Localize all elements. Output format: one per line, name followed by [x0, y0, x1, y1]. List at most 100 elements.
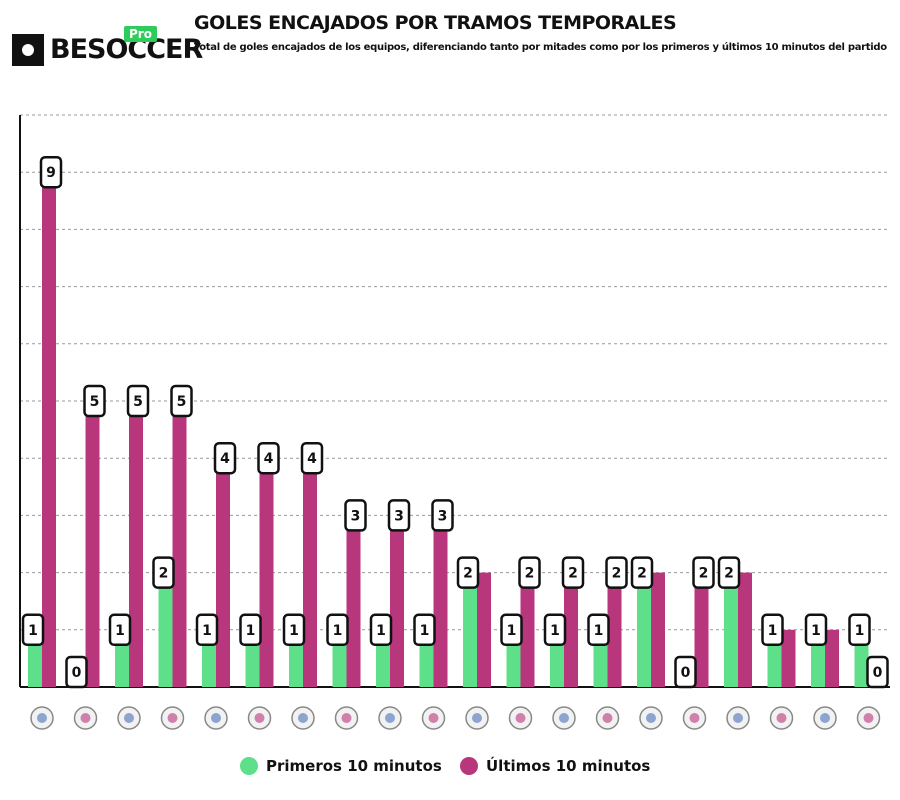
legend-label-ultimos: Últimos 10 minutos: [486, 757, 651, 775]
data-label-primeros-box: [326, 613, 349, 647]
data-label-primeros-box: [282, 613, 306, 647]
bar-ultimos: [390, 515, 404, 687]
data-label-primeros: 1: [507, 623, 517, 639]
data-label-ultimos: 5: [177, 394, 187, 410]
data-label-primeros: 1: [855, 623, 865, 639]
team-crest-center-icon: [341, 713, 352, 723]
data-label-primeros-box: [152, 556, 175, 589]
team-crest-center-icon: [733, 713, 743, 723]
team-crest-center-icon: [472, 713, 482, 723]
data-label-primeros-box: [195, 613, 219, 647]
team-crest-center-icon: [515, 713, 526, 723]
data-label-ultimos: 0: [873, 665, 883, 681]
bar-ultimos: [694, 572, 709, 687]
data-label-primeros: 1: [420, 623, 430, 639]
data-label-primeros-box: [65, 655, 88, 689]
data-label-primeros: 2: [724, 566, 734, 582]
bar-primeros: [724, 572, 738, 687]
legend-item-ultimos: Últimos 10 minutos: [460, 757, 650, 775]
team-crest-center-icon: [385, 713, 395, 723]
data-label-ultimos: 3: [394, 508, 404, 524]
data-label-ultimos: 2: [612, 566, 622, 582]
bar-ultimos: [172, 401, 187, 687]
data-label-primeros-box: [717, 556, 741, 589]
data-label-primeros: 1: [28, 623, 38, 639]
data-label-ultimos-box: [561, 556, 585, 589]
data-label-primeros: 1: [115, 623, 125, 639]
data-label-ultimos-box: [170, 384, 193, 418]
data-label-ultimos-box: [213, 441, 237, 475]
data-label-ultimos: 3: [351, 508, 361, 524]
data-label-primeros-box: [108, 613, 132, 647]
data-label-primeros-box: [848, 613, 871, 647]
bar-ultimos: [303, 458, 317, 687]
data-label-primeros-box: [239, 613, 262, 647]
data-label-ultimos: 9: [46, 165, 56, 181]
data-label-primeros: 2: [637, 566, 647, 582]
team-crest-center-icon: [559, 713, 569, 723]
data-label-primeros: 1: [333, 623, 343, 639]
bar-ultimos: [651, 572, 665, 687]
data-label-primeros-box: [804, 613, 828, 647]
team-crest-center-icon: [689, 713, 700, 723]
data-label-primeros-box: [587, 613, 610, 647]
team-crest-center-icon: [298, 713, 308, 723]
data-label-ultimos-box: [83, 384, 106, 418]
bar-ultimos: [216, 458, 230, 687]
bar-primeros: [637, 572, 651, 687]
data-label-primeros: 1: [768, 623, 778, 639]
team-crest-center-icon: [863, 713, 874, 723]
chart-subtitle: Total de goles encajados de los equipos,…: [194, 42, 887, 53]
data-label-primeros: 0: [72, 665, 82, 681]
data-label-primeros: 1: [202, 623, 212, 639]
data-label-ultimos-box: [518, 556, 541, 589]
legend-item-primeros: Primeros 10 minutos: [240, 757, 442, 775]
data-label-ultimos: 2: [568, 566, 578, 582]
data-label-ultimos: 3: [438, 508, 448, 524]
data-label-primeros-box: [369, 613, 393, 647]
team-crest-center-icon: [428, 713, 439, 723]
data-label-ultimos-box: [692, 556, 715, 589]
team-crest-center-icon: [646, 713, 656, 723]
bar-ultimos: [520, 572, 535, 687]
data-label-ultimos-box: [300, 441, 324, 475]
team-crest-center-icon: [167, 713, 178, 723]
bar-ultimos: [129, 401, 143, 687]
bar-ultimos: [477, 572, 491, 687]
data-label-primeros: 1: [376, 623, 386, 639]
data-label-primeros: 1: [246, 623, 256, 639]
legend-label-primeros: Primeros 10 minutos: [266, 757, 442, 775]
data-label-ultimos: 4: [220, 451, 230, 467]
bar-ultimos: [607, 572, 622, 687]
data-label-ultimos: 5: [133, 394, 143, 410]
data-label-ultimos-box: [431, 499, 454, 532]
data-label-primeros: 0: [681, 665, 691, 681]
data-label-ultimos-box: [605, 556, 628, 589]
team-crest-center-icon: [820, 713, 830, 723]
data-label-primeros-box: [543, 613, 567, 647]
data-label-primeros-box: [413, 613, 436, 647]
bar-ultimos: [781, 629, 796, 687]
data-label-primeros: 2: [463, 566, 473, 582]
data-label-primeros: 2: [159, 566, 169, 582]
chart-title: GOLES ENCAJADOS POR TRAMOS TEMPORALES: [194, 12, 677, 34]
team-crest-center-icon: [124, 713, 134, 723]
data-label-primeros-box: [21, 613, 45, 647]
team-crest-center-icon: [602, 713, 613, 723]
data-label-ultimos-box: [866, 655, 889, 689]
legend-swatch-primeros: [240, 757, 258, 775]
data-label-primeros: 1: [594, 623, 604, 639]
team-crest-center-icon: [211, 713, 221, 723]
data-label-ultimos-box: [126, 384, 150, 418]
bar-ultimos: [42, 172, 56, 687]
team-crest-center-icon: [37, 713, 47, 723]
team-crest-center-icon: [80, 713, 91, 723]
data-label-ultimos: 4: [264, 451, 274, 467]
data-label-primeros-box: [456, 556, 480, 589]
bar-ultimos: [738, 572, 752, 687]
bar-primeros: [463, 572, 477, 687]
logo-mark-icon: [12, 34, 44, 66]
logo-pro-badge: Pro: [124, 26, 157, 42]
team-crest-center-icon: [776, 713, 787, 723]
